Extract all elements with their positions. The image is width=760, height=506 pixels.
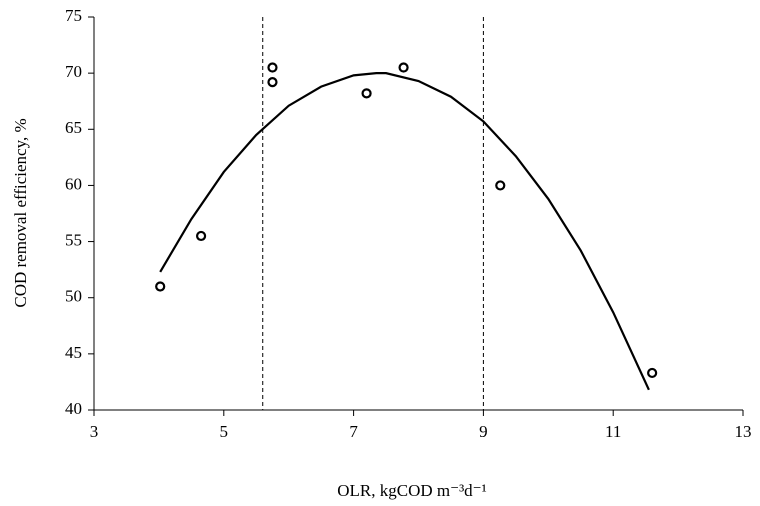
- y-tick-label: 40: [65, 399, 82, 418]
- x-tick-label: 7: [349, 422, 358, 441]
- x-tick-label: 9: [479, 422, 488, 441]
- data-point: [361, 88, 372, 99]
- y-tick-label: 60: [65, 174, 82, 193]
- y-tick-label: 50: [65, 287, 82, 306]
- x-tick-label: 5: [220, 422, 229, 441]
- x-tick-label: 13: [735, 422, 752, 441]
- y-tick-label: 75: [65, 6, 82, 25]
- y-tick-label: 45: [65, 343, 82, 362]
- y-tick-label: 55: [65, 230, 82, 249]
- x-axis-title: OLR, kgCOD m⁻³d⁻¹: [337, 481, 487, 500]
- y-axis-title: COD removal efficiency, %: [11, 118, 30, 307]
- fit-curve: [159, 72, 650, 391]
- x-tick-label: 11: [605, 422, 621, 441]
- data-point: [155, 281, 166, 292]
- data-point: [195, 230, 207, 242]
- data-point: [495, 180, 506, 191]
- y-tick-label: 65: [65, 118, 82, 137]
- y-tick-label: 70: [65, 62, 82, 81]
- data-point: [647, 367, 658, 379]
- data-point: [267, 62, 278, 73]
- data-point: [398, 62, 409, 73]
- x-tick-label: 3: [90, 422, 99, 441]
- data-point: [267, 77, 278, 88]
